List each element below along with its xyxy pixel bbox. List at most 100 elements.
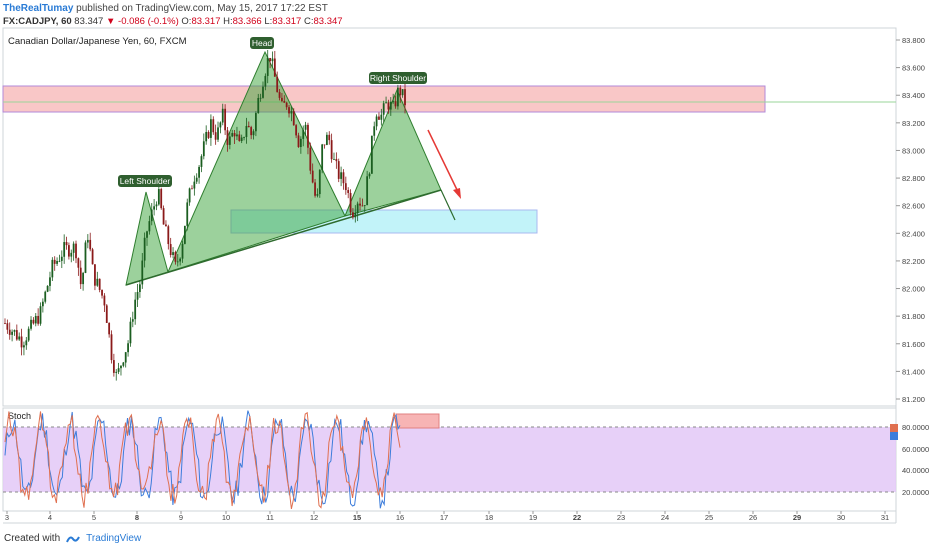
candle-body (70, 252, 73, 257)
right-shoulder-label: Right Shoulder (369, 72, 427, 84)
candle-body (11, 331, 14, 335)
candle-body (105, 305, 108, 323)
candle-body (6, 323, 9, 330)
candle-body (307, 124, 309, 148)
candle-body (385, 102, 387, 104)
neckline[interactable] (125, 189, 442, 286)
candle-body (75, 243, 77, 259)
y-tick-label: 81.400 (902, 367, 925, 376)
candle-body (51, 259, 54, 278)
candle-body (84, 242, 87, 273)
x-tick-label: 9 (179, 513, 183, 522)
candles (4, 50, 406, 381)
stoch-d-line (4, 411, 401, 510)
x-tick-label: 4 (48, 513, 52, 522)
candle-body (202, 141, 205, 157)
tradingview-link[interactable]: TradingView (86, 533, 142, 544)
candle-body (195, 177, 198, 182)
candle-body (103, 295, 106, 306)
candle-body (150, 209, 153, 222)
candle-body (32, 319, 35, 324)
candle-body (356, 203, 359, 214)
candle-body (373, 126, 376, 136)
candle-body (20, 336, 23, 348)
candle-body (396, 87, 399, 107)
candle-body (181, 243, 184, 259)
candle-body (288, 107, 290, 114)
head-shape[interactable] (167, 50, 346, 273)
candle-body (183, 225, 186, 244)
candle-body (205, 132, 208, 142)
last-price: 83.347 (74, 16, 104, 27)
candle-body (188, 188, 191, 203)
candle-body (210, 119, 212, 138)
candle-body (15, 330, 18, 340)
price-change: -0.086 (-0.1%) (118, 16, 179, 27)
candle-body (221, 108, 224, 123)
candle-body (269, 57, 271, 62)
stoch-tick-label: 60.0000 (902, 445, 929, 454)
candle-body (25, 340, 28, 346)
candle-body (321, 144, 324, 170)
candle-body (30, 319, 32, 329)
candle-body (193, 181, 196, 189)
down-arrowhead-icon (453, 188, 461, 199)
candle-body (387, 102, 390, 110)
candle-body (34, 315, 37, 324)
candle-body (72, 243, 75, 253)
candle-body (252, 131, 255, 136)
candle-body (122, 362, 125, 366)
symbol-label: FX:CADJPY, 60 (3, 16, 72, 27)
candle-body (378, 116, 380, 120)
candle-body (44, 291, 47, 302)
candle-body (257, 97, 260, 114)
candle-body (108, 322, 111, 335)
stoch-overbought-box[interactable] (395, 413, 440, 429)
candle-body (46, 285, 49, 292)
x-tick-label: 12 (310, 513, 318, 522)
candle-body (276, 76, 279, 93)
y-tick-label: 83.200 (902, 119, 925, 128)
candle-body (127, 343, 129, 353)
candle-body (139, 284, 141, 293)
stoch-d-marker (890, 424, 898, 432)
x-tick-label: 11 (266, 513, 274, 522)
low-label: L: (264, 16, 273, 27)
candle-body (212, 119, 215, 133)
candle-body (148, 221, 151, 232)
candle-body (292, 111, 295, 126)
y-tick-label: 82.200 (902, 257, 925, 266)
x-tick-label: 8 (135, 513, 139, 522)
open-label: O: (181, 16, 192, 27)
candle-body (401, 89, 404, 96)
y-tick-label: 81.200 (902, 395, 925, 404)
candle-body (217, 127, 219, 140)
candle-body (200, 156, 203, 167)
candle-body (134, 299, 137, 320)
candle-body (174, 252, 177, 262)
candle-body (361, 205, 364, 207)
down-arrow-icon: ▼ (105, 16, 116, 27)
candle-body (295, 125, 298, 136)
candle-body (236, 134, 238, 137)
y-tick-label: 82.800 (902, 174, 925, 183)
candle-body (18, 336, 21, 340)
candle-body (281, 97, 283, 102)
candle-body (337, 161, 340, 179)
candle-body (39, 306, 42, 324)
left-shoulder-label-text: Left Shoulder (120, 176, 171, 186)
candle-body (352, 212, 354, 218)
tradingview-logo-icon (66, 536, 81, 542)
candle-body (136, 292, 139, 300)
x-tick-label: 10 (222, 513, 230, 522)
stoch-k-marker (890, 432, 898, 440)
candle-body (299, 138, 302, 148)
down-arrow-line[interactable] (427, 129, 461, 197)
candle-body (311, 170, 314, 183)
stoch-tick-label: 80.0000 (902, 423, 929, 432)
candle-body (259, 97, 262, 99)
y-tick-label: 82.600 (902, 202, 925, 211)
author-link[interactable]: TheRealTumay (3, 3, 74, 14)
candle-body (243, 137, 245, 138)
